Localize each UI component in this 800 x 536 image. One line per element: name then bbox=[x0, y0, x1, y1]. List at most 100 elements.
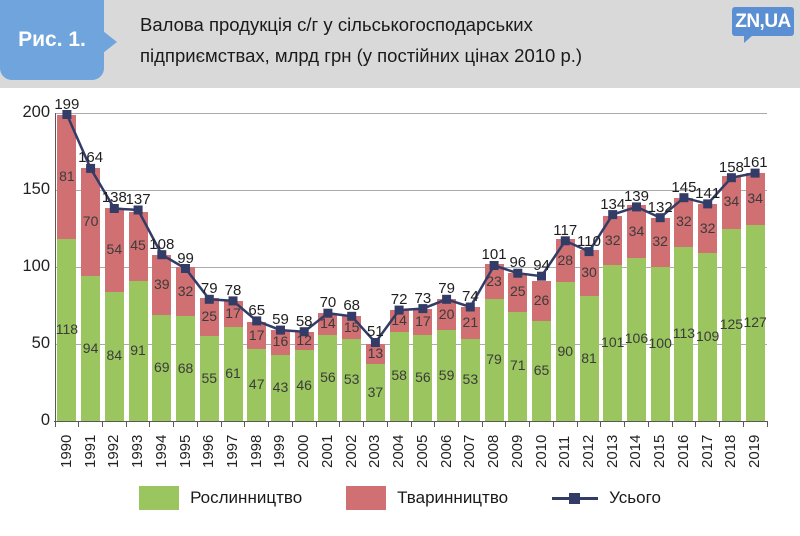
x-tick-label-2002: 2002 bbox=[343, 426, 361, 468]
y-tick-label-200: 200 bbox=[22, 103, 50, 121]
bar-label-livestock-2015: 32 bbox=[652, 233, 668, 250]
x-axis-tick bbox=[695, 421, 697, 427]
plot-area: 118 81 199 1990 94 70 164 1991 84 54 138 1992 91 45 13… bbox=[54, 96, 768, 468]
x-tick-label-2015: 2015 bbox=[651, 426, 669, 468]
x-tick-label-2014: 2014 bbox=[627, 426, 645, 468]
chart-title: Валова продукція с/г у сільськогосподарс… bbox=[140, 9, 700, 71]
bar-label-livestock-2019: 34 bbox=[747, 190, 763, 207]
bar-label-livestock-1999: 16 bbox=[272, 333, 289, 350]
bar-label-livestock-1995: 32 bbox=[177, 282, 194, 299]
header: Рис. 1. Валова продукція с/г у сільськог… bbox=[0, 0, 800, 88]
x-axis-tick bbox=[624, 421, 626, 427]
total-label-1992: 138 bbox=[101, 189, 127, 207]
bar-segment-crops-1998 bbox=[247, 348, 267, 421]
x-axis-tick bbox=[101, 421, 103, 427]
bar-label-crops-2015: 100 bbox=[648, 335, 672, 351]
bar-label-crops-2002: 53 bbox=[343, 371, 360, 388]
x-tick-label-1995: 1995 bbox=[177, 426, 195, 468]
total-label-2009: 96 bbox=[509, 254, 527, 272]
bar-label-crops-1997: 61 bbox=[225, 365, 241, 382]
bar-label-crops-1991: 94 bbox=[82, 339, 99, 356]
legend-item-total: Усього bbox=[552, 488, 661, 508]
chart-title-line2: підприємствах, млрд грн (у постійних цін… bbox=[140, 45, 583, 66]
x-tick-label-1991: 1991 bbox=[82, 426, 100, 468]
x-tick-label-2016: 2016 bbox=[675, 426, 693, 468]
x-tick-label-2001: 2001 bbox=[319, 426, 337, 468]
bar-label-crops-1996: 55 bbox=[201, 369, 218, 386]
x-axis-tick bbox=[481, 421, 483, 427]
bar-label-livestock-1994: 39 bbox=[154, 275, 170, 292]
total-label-1990: 199 bbox=[54, 95, 80, 113]
bar-segment-crops-2010 bbox=[532, 320, 552, 421]
x-tick-label-1990: 1990 bbox=[58, 426, 76, 468]
x-tick-label-2006: 2006 bbox=[438, 426, 456, 468]
logo-speech-tail-icon bbox=[744, 35, 753, 43]
bar-label-crops-2007: 53 bbox=[462, 371, 479, 388]
x-tick-label-text: 2005 bbox=[413, 434, 431, 468]
bar-label-livestock-2014: 34 bbox=[628, 222, 645, 239]
bar-label-livestock-2003: 13 bbox=[367, 345, 384, 361]
x-tick-label-1993: 1993 bbox=[129, 426, 147, 468]
x-tick-label-2013: 2013 bbox=[604, 426, 622, 468]
bar-label-crops-2006: 59 bbox=[438, 366, 455, 383]
total-label-2016: 145 bbox=[671, 178, 697, 196]
legend-label-crops: Рослинництво bbox=[190, 488, 303, 507]
bar-label-crops-1999: 43 bbox=[272, 378, 289, 395]
bar-segment-crops-2006 bbox=[437, 330, 457, 421]
bar-label-crops-2014: 106 bbox=[624, 330, 649, 347]
x-tick-label-1994: 1994 bbox=[153, 426, 171, 468]
bar-label-livestock-2017: 32 bbox=[699, 219, 716, 236]
total-label-2018: 158 bbox=[718, 158, 744, 176]
x-tick-label-text: 2010 bbox=[532, 434, 550, 468]
bar-label-crops-2009: 71 bbox=[510, 357, 526, 374]
total-label-2019: 161 bbox=[742, 154, 768, 172]
bar-label-livestock-1997: 17 bbox=[225, 304, 241, 321]
figure-number-label: Рис. 1. bbox=[18, 28, 86, 51]
legend-label-livestock: Тваринництво bbox=[397, 488, 509, 507]
x-tick-label-2003: 2003 bbox=[366, 426, 384, 468]
x-axis-tick bbox=[244, 421, 246, 427]
x-axis-tick bbox=[196, 421, 198, 427]
x-axis-tick bbox=[125, 421, 127, 427]
bar-label-livestock-2011: 28 bbox=[557, 251, 574, 268]
x-tick-label-text: 2013 bbox=[603, 434, 621, 468]
x-tick-label-text: 1991 bbox=[81, 434, 99, 468]
x-axis-tick bbox=[268, 421, 270, 427]
x-tick-label-text: 1990 bbox=[57, 434, 75, 468]
bar-label-livestock-2018: 34 bbox=[723, 193, 740, 210]
x-axis-tick bbox=[576, 421, 578, 427]
bar-label-livestock-1996: 25 bbox=[201, 308, 218, 325]
bar-segment-crops-1996 bbox=[199, 336, 219, 421]
total-label-2005: 73 bbox=[414, 289, 432, 307]
bar-label-livestock-2004: 14 bbox=[391, 311, 407, 328]
legend-item-crops: Рослинництво bbox=[139, 486, 302, 510]
x-axis-tick bbox=[671, 421, 673, 427]
x-axis-tick bbox=[505, 421, 507, 427]
x-tick-label-text: 2000 bbox=[295, 434, 313, 468]
x-tick-label-text: 1996 bbox=[200, 434, 218, 468]
bar-segment-crops-2005 bbox=[413, 334, 433, 421]
x-axis-tick bbox=[291, 421, 293, 427]
gridline-150 bbox=[55, 190, 767, 191]
legend-swatch-crops bbox=[139, 486, 180, 510]
x-tick-label-text: 1994 bbox=[152, 434, 170, 468]
x-tick-label-text: 2008 bbox=[485, 434, 503, 468]
x-axis-tick bbox=[457, 421, 459, 427]
x-tick-label-2019: 2019 bbox=[746, 426, 764, 468]
total-label-1997: 78 bbox=[224, 281, 242, 299]
bar-label-livestock-1998: 17 bbox=[248, 326, 265, 343]
x-axis-tick bbox=[220, 421, 222, 427]
bar-label-livestock-2013: 32 bbox=[604, 231, 621, 248]
legend-label-total: Усього bbox=[609, 488, 661, 507]
bar-segment-crops-2000 bbox=[294, 350, 314, 421]
bar-label-livestock-2012: 30 bbox=[581, 264, 597, 281]
total-label-2004: 72 bbox=[390, 291, 408, 309]
bar-label-livestock-1991: 70 bbox=[82, 213, 99, 230]
x-tick-label-text: 2011 bbox=[556, 435, 574, 468]
total-label-1995: 99 bbox=[177, 249, 194, 267]
total-label-1991: 164 bbox=[78, 149, 104, 167]
bar-label-crops-2001: 56 bbox=[320, 368, 336, 385]
x-axis-tick bbox=[386, 421, 388, 427]
x-tick-label-text: 2001 bbox=[318, 434, 336, 468]
bar-segment-crops-2007 bbox=[460, 339, 480, 421]
